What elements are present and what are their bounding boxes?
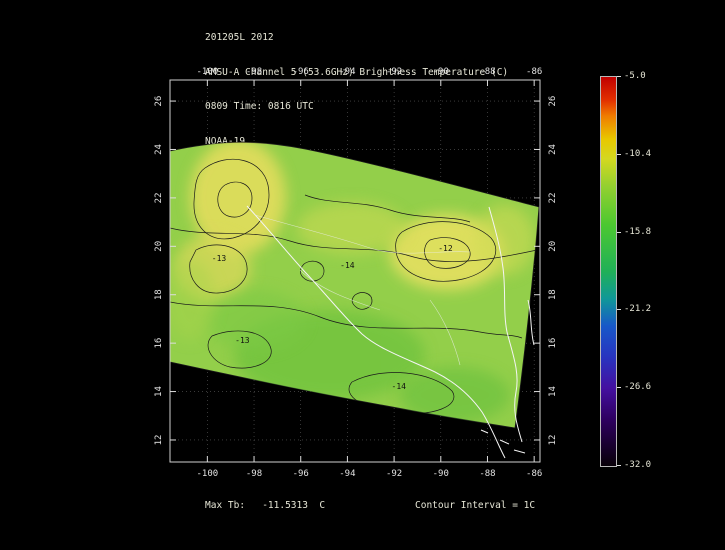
- lon-tick-label-bottom: -96: [293, 469, 309, 479]
- plot-frame: [169, 79, 541, 463]
- lat-tick-label-left: 12: [154, 435, 164, 446]
- colorbar-labels: -5.0 -10.4 -15.8 -21.2 -26.6 -32.0: [616, 71, 684, 470]
- contour-value-label: -13: [212, 254, 227, 263]
- page-title: AMSU-A Channel 5 (53.6GHz) Brightness Te…: [205, 66, 509, 78]
- header-satellite: NOAA-19: [205, 135, 246, 147]
- lon-tick-label-top: -98: [246, 67, 262, 77]
- header-date: 201205L 2012: [205, 32, 274, 43]
- lat-tick-label-right: 22: [548, 192, 558, 203]
- contour-interval-label: Contour Interval = 1C: [415, 500, 536, 511]
- colorbar-tick-label: -5.0: [617, 71, 646, 81]
- colorbar-tick-label: -15.8: [616, 226, 652, 237]
- axis-ticks: [170, 80, 540, 462]
- lon-tick-label-top: -96: [293, 67, 309, 77]
- colorbar: [600, 76, 617, 467]
- lon-tick-label-bottom: -88: [479, 469, 495, 479]
- lon-tick-label-bottom: -92: [386, 469, 402, 479]
- lat-tick-label-left: 20: [154, 241, 164, 252]
- lon-tick-label-top: -94: [339, 67, 355, 77]
- contour-value-label: -13: [235, 336, 250, 345]
- lat-tick-label-left: 14: [154, 386, 164, 397]
- lat-tick-label-left: 16: [154, 338, 164, 349]
- lat-tick-label-right: 12: [548, 435, 558, 446]
- lon-tick-label-top: -88: [479, 67, 495, 77]
- lat-tick-label-left: 18: [154, 289, 164, 300]
- lon-tick-label-bottom: -98: [246, 469, 262, 479]
- contour-value-label: -14: [392, 382, 407, 391]
- lon-tick-label-bottom: -90: [433, 469, 449, 479]
- coastlines: [246, 205, 535, 459]
- lat-tick-label-left: 24: [154, 144, 164, 155]
- lon-tick-label-bottom: -94: [339, 469, 355, 479]
- lon-tick-label-top: -100: [197, 67, 219, 77]
- lat-tick-label-left: 22: [154, 192, 164, 203]
- lon-tick-label-top: -90: [433, 67, 449, 77]
- lat-tick-label-right: 16: [548, 338, 558, 349]
- plot-header: 201205L 2012 AMSU-A Channel 5 (53.6GHz) …: [205, 9, 508, 170]
- contour-value-label: -12: [438, 244, 453, 253]
- temperature-shading: [170, 142, 535, 423]
- colorbar-tick-label: -32.0: [616, 460, 652, 470]
- colorbar-tick-label: -10.4: [616, 148, 652, 159]
- lon-tick-label-bottom: -86: [526, 469, 542, 479]
- colorbar-tick-label: -26.6: [616, 382, 652, 393]
- colorbar-tick-label: -21.2: [616, 304, 652, 315]
- lon-tick-label-bottom: -100: [197, 469, 219, 479]
- lat-tick-label-right: 14: [548, 386, 558, 397]
- data-swath: -13 -13 -14 -12 -14: [169, 142, 540, 459]
- lat-tick-label-right: 26: [548, 96, 558, 107]
- lat-tick-label-right: 20: [548, 241, 558, 252]
- header-time: 0809 Time: 0816 UTC: [205, 101, 314, 112]
- contour-labels: -13 -13 -14 -12 -14: [212, 244, 453, 391]
- lat-tick-label-right: 24: [548, 144, 558, 155]
- max-tb-label: Max Tb: -11.5313 C: [205, 500, 326, 511]
- lon-tick-label-top: -86: [526, 67, 542, 77]
- contour-value-label: -14: [340, 261, 355, 270]
- lat-tick-label-right: 18: [548, 289, 558, 300]
- contour-lines: [170, 158, 538, 415]
- axis-labels: -100 -100 -98 -98 -96 -96 -94 -94 -92 -92 -90 -90 -8…: [154, 67, 558, 479]
- lon-tick-label-top: -92: [386, 67, 402, 77]
- lat-tick-label-left: 26: [154, 96, 164, 107]
